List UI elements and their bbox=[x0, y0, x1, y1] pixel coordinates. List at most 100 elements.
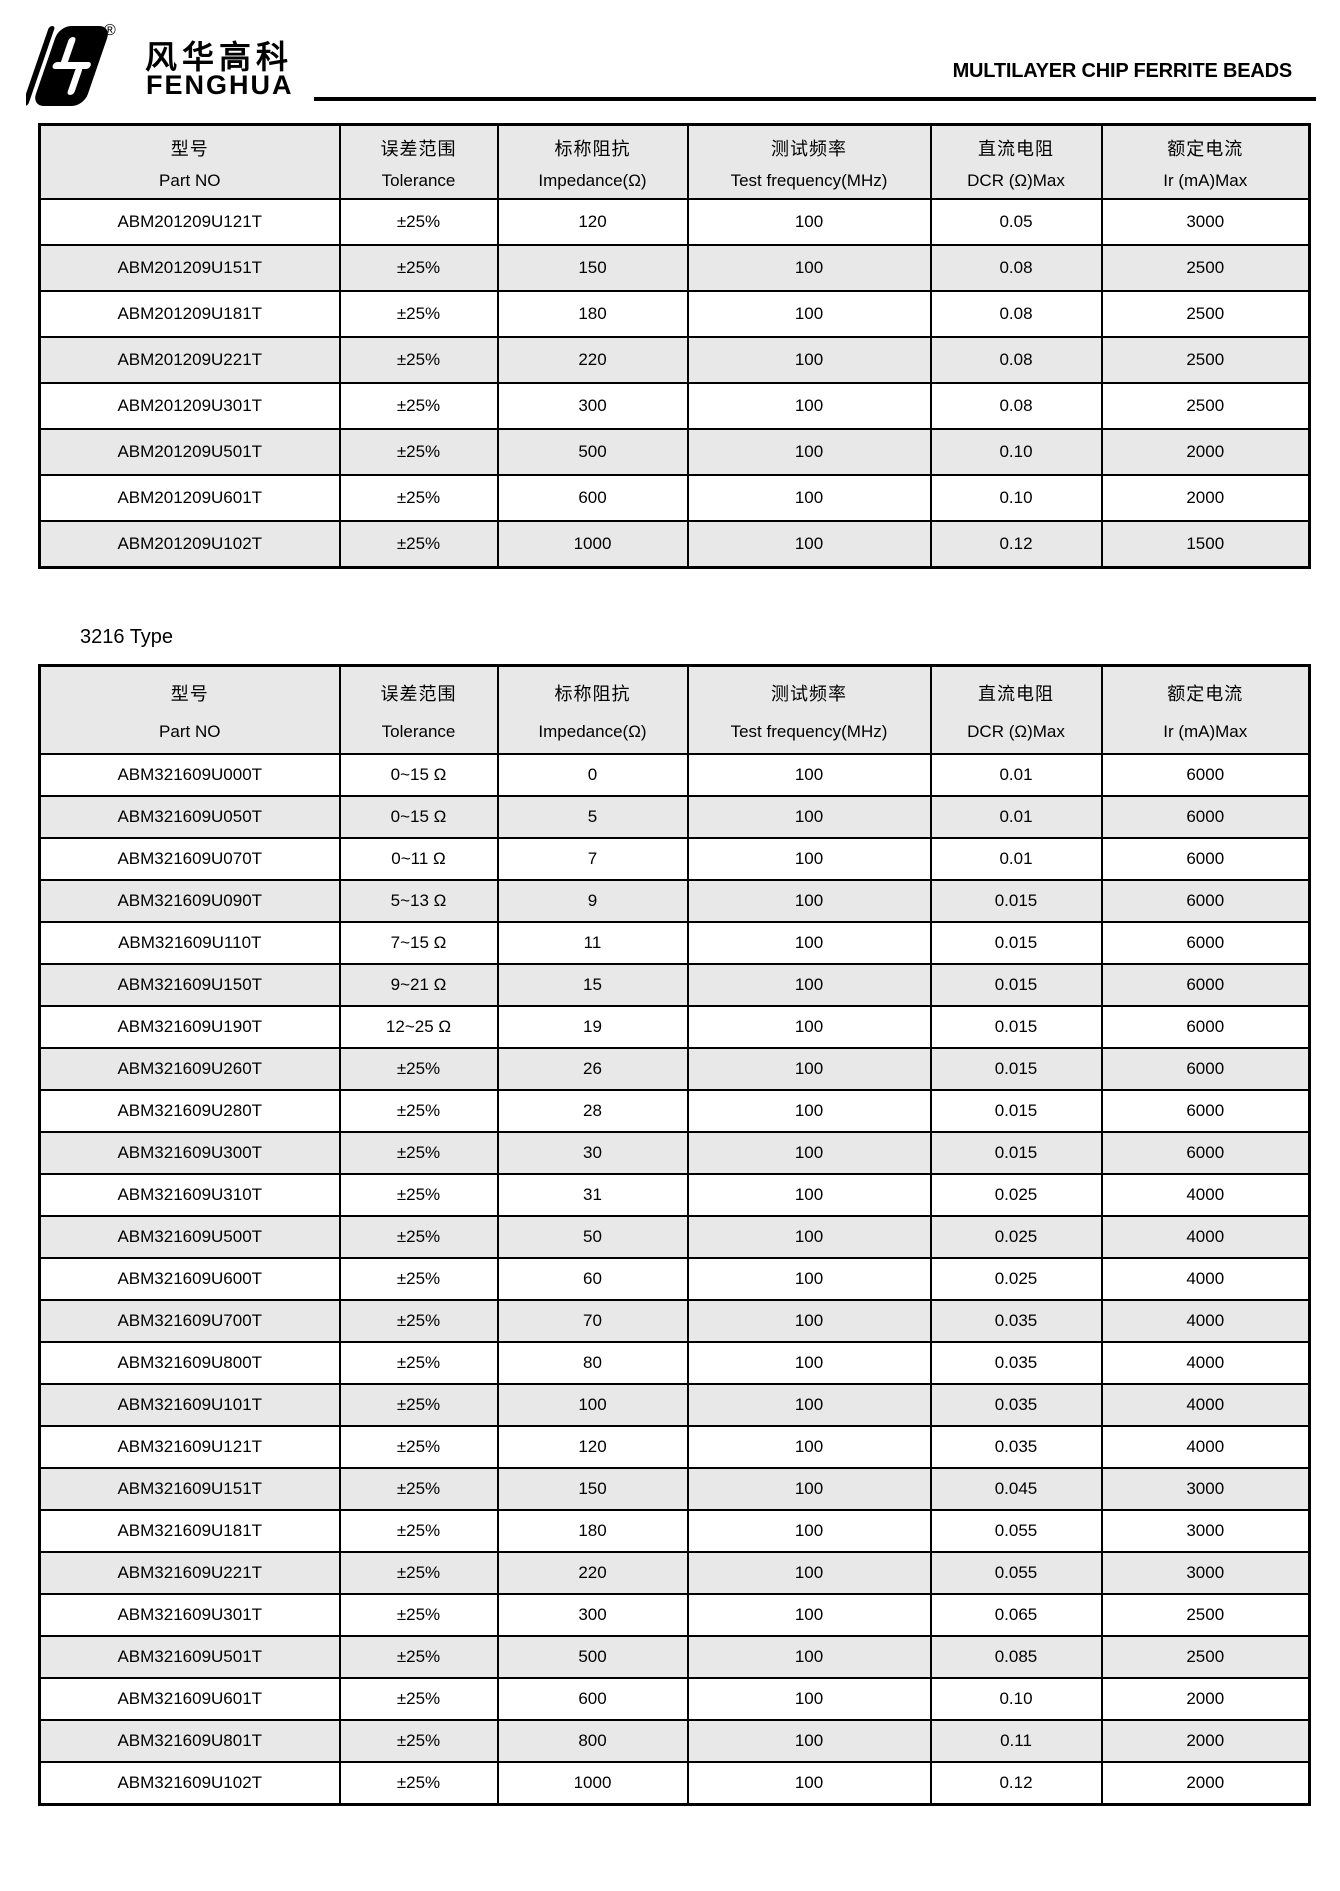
table-cell: 600 bbox=[496, 1677, 689, 1721]
table-header: 型号 Part NO 误差范围 Tolerance 标称阻抗 Impedance(Ω)… bbox=[38, 664, 1311, 755]
table-cell: ABM201209U151T bbox=[38, 244, 341, 292]
table-cell: 100 bbox=[686, 1761, 932, 1805]
table-cell: ABM321609U121T bbox=[38, 1425, 341, 1469]
table-cell: 180 bbox=[496, 1509, 689, 1553]
table-cell: 6000 bbox=[1100, 921, 1311, 965]
table-cell: ABM321609U102T bbox=[38, 1761, 341, 1805]
table-cell: 0.085 bbox=[929, 1635, 1103, 1679]
parts-table-3216: 型号 Part NO 误差范围 Tolerance 标称阻抗 Impedance(Ω)… bbox=[38, 664, 1311, 1806]
table-cell: 0.025 bbox=[929, 1173, 1103, 1217]
table-cell: ±25% bbox=[338, 1761, 499, 1805]
table-cell: 0.01 bbox=[929, 795, 1103, 839]
table-cell: 2500 bbox=[1100, 1593, 1311, 1637]
table-cell: 100 bbox=[496, 1383, 689, 1427]
table-row: ABM321609U070T 0~11 Ω 7 100 0.01 6000 bbox=[38, 837, 1311, 881]
table-cell: 9 bbox=[496, 879, 689, 923]
table-cell: 4000 bbox=[1100, 1173, 1311, 1217]
table-cell: 12~25 Ω bbox=[338, 1005, 499, 1049]
table-cell: 6000 bbox=[1100, 1005, 1311, 1049]
table-cell: 100 bbox=[686, 336, 932, 384]
table-cell: 100 bbox=[686, 198, 932, 246]
table-cell: 0.035 bbox=[929, 1425, 1103, 1469]
col-label-zh: 直流电阻 bbox=[978, 139, 1054, 159]
table-cell: 0.12 bbox=[929, 1761, 1103, 1805]
table-cell: 600 bbox=[496, 474, 689, 522]
table-cell: 150 bbox=[496, 244, 689, 292]
table-cell: ABM321609U260T bbox=[38, 1047, 341, 1091]
table-row: ABM321609U260T ±25% 26 100 0.015 6000 bbox=[38, 1047, 1311, 1091]
table-cell: 0.055 bbox=[929, 1509, 1103, 1553]
table-cell: 3000 bbox=[1100, 1509, 1311, 1553]
table-cell: ±25% bbox=[338, 1131, 499, 1175]
col-label-zh: 型号 bbox=[170, 139, 209, 159]
col-label-en: Tolerance bbox=[381, 171, 456, 190]
table-row: ABM321609U700T ±25% 70 100 0.035 4000 bbox=[38, 1299, 1311, 1343]
table-cell: 100 bbox=[686, 1677, 932, 1721]
col-label-en: Impedance(Ω) bbox=[538, 171, 647, 190]
table-cell: 3000 bbox=[1100, 1467, 1311, 1511]
table-cell: ABM321609U090T bbox=[38, 879, 341, 923]
table-cell: 2000 bbox=[1100, 474, 1311, 522]
table-cell: ABM201209U121T bbox=[38, 198, 341, 246]
table-cell: ABM321609U501T bbox=[38, 1635, 341, 1679]
col-label-zh: 额定电流 bbox=[1167, 684, 1244, 704]
table-row: ABM201209U121T ±25% 120 100 0.05 3000 bbox=[38, 198, 1311, 246]
table-row: ABM321609U501T ±25% 500 100 0.085 2500 bbox=[38, 1635, 1311, 1679]
table-cell: ABM321609U151T bbox=[38, 1467, 341, 1511]
table-cell: 150 bbox=[496, 1467, 689, 1511]
table-cell: 0.015 bbox=[929, 1089, 1103, 1133]
col-label-en: Ir (mA)Max bbox=[1163, 722, 1248, 741]
table-row: ABM321609U310T ±25% 31 100 0.025 4000 bbox=[38, 1173, 1311, 1217]
table-cell: 100 bbox=[686, 1299, 932, 1343]
table-row: ABM321609U800T ±25% 80 100 0.035 4000 bbox=[38, 1341, 1311, 1385]
table-cell: 0.015 bbox=[929, 1131, 1103, 1175]
table-cell: 9~21 Ω bbox=[338, 963, 499, 1007]
table-cell: ±25% bbox=[338, 1635, 499, 1679]
table-cell: ABM321609U150T bbox=[38, 963, 341, 1007]
table-cell: 0.01 bbox=[929, 753, 1103, 797]
table-cell: 100 bbox=[686, 290, 932, 338]
table-cell: 0.025 bbox=[929, 1257, 1103, 1301]
table-cell: 0.035 bbox=[929, 1299, 1103, 1343]
col-header-dcr: 直流电阻 DCR (Ω)Max bbox=[929, 123, 1103, 200]
table-row: ABM321609U150T 9~21 Ω 15 100 0.015 6000 bbox=[38, 963, 1311, 1007]
table-row: ABM321609U110T 7~15 Ω 11 100 0.015 6000 bbox=[38, 921, 1311, 965]
table-cell: 6000 bbox=[1100, 1131, 1311, 1175]
table-cell: 100 bbox=[686, 1131, 932, 1175]
table-cell: ABM321609U110T bbox=[38, 921, 341, 965]
table-cell: 0~15 Ω bbox=[338, 753, 499, 797]
table-cell: 60 bbox=[496, 1257, 689, 1301]
table-cell: 0~11 Ω bbox=[338, 837, 499, 881]
table-cell: 100 bbox=[686, 520, 932, 568]
col-label-zh: 标称阻抗 bbox=[554, 684, 631, 704]
col-label-en: Test frequency(MHz) bbox=[730, 171, 888, 190]
table-cell: 0.10 bbox=[929, 428, 1103, 476]
table-row: ABM321609U151T ±25% 150 100 0.045 3000 bbox=[38, 1467, 1311, 1511]
table-cell: 0.065 bbox=[929, 1593, 1103, 1637]
table-cell: ABM321609U310T bbox=[38, 1173, 341, 1217]
table-cell: 100 bbox=[686, 795, 932, 839]
table-row: ABM321609U300T ±25% 30 100 0.015 6000 bbox=[38, 1131, 1311, 1175]
table-row: ABM321609U600T ±25% 60 100 0.025 4000 bbox=[38, 1257, 1311, 1301]
table-cell: 6000 bbox=[1100, 795, 1311, 839]
table-row: ABM321609U050T 0~15 Ω 5 100 0.01 6000 bbox=[38, 795, 1311, 839]
table-cell: 4000 bbox=[1100, 1215, 1311, 1259]
table-cell: 100 bbox=[686, 244, 932, 292]
col-label-en: Part NO bbox=[159, 171, 221, 190]
header-row: 型号 Part NO 误差范围 Tolerance 标称阻抗 Impedance(Ω)… bbox=[38, 123, 1311, 200]
table-cell: 0.08 bbox=[929, 336, 1103, 384]
table-cell: 0.05 bbox=[929, 198, 1103, 246]
table-cell: 0.08 bbox=[929, 382, 1103, 430]
table-cell: ±25% bbox=[338, 1257, 499, 1301]
table-cell: ABM321609U700T bbox=[38, 1299, 341, 1343]
table-cell: 100 bbox=[686, 1509, 932, 1553]
table-cell: ABM201209U102T bbox=[38, 520, 341, 568]
table-cell: 28 bbox=[496, 1089, 689, 1133]
table-cell: 0.015 bbox=[929, 1005, 1103, 1049]
table-cell: 0 bbox=[496, 753, 689, 797]
table-row: ABM321609U102T ±25% 1000 100 0.12 2000 bbox=[38, 1761, 1311, 1805]
table-cell: ±25% bbox=[338, 244, 499, 292]
col-label-en: Ir (mA)Max bbox=[1163, 171, 1248, 190]
table-cell: 0.10 bbox=[929, 1677, 1103, 1721]
col-label-zh: 标称阻抗 bbox=[554, 139, 631, 159]
